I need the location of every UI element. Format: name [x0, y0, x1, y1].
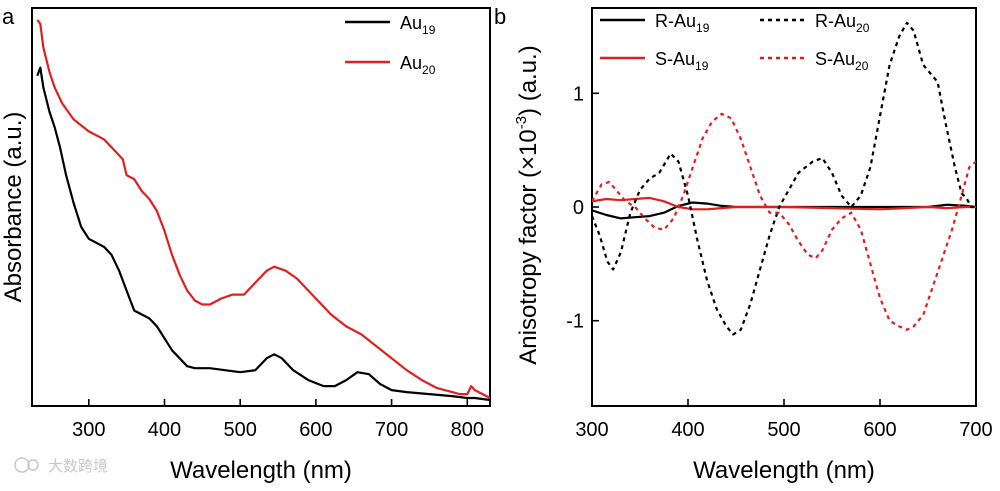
x-tick-label: 600	[299, 419, 332, 441]
watermark: 大数跨境	[14, 457, 108, 475]
legend-label: R-Au20	[815, 11, 870, 35]
series-line-s-au20	[592, 112, 976, 331]
legend-label-subscript: 19	[696, 21, 710, 35]
x-tick-label: 500	[767, 419, 800, 441]
watermark-text: 大数跨境	[48, 457, 108, 475]
legend-label: S-Au19	[655, 49, 709, 73]
panel-a-y-axis-label: Absorbance (a.u.)	[0, 112, 27, 303]
legend-label-base: R-Au	[655, 11, 696, 31]
legend-label-base: S-Au	[655, 49, 695, 69]
panel-b-y-label-suffix: ) (a.u.)	[515, 45, 542, 116]
x-tick-label: 400	[148, 419, 181, 441]
panel-b-y-label-exponent: -3	[513, 116, 530, 129]
panel-a-letter: a	[2, 4, 15, 29]
legend-label: Au19	[400, 13, 436, 37]
series-line-s-au19	[592, 196, 976, 211]
y-tick-label: 0	[573, 197, 584, 219]
panel-a-curves	[36, 19, 490, 402]
x-tick-label: 500	[223, 419, 256, 441]
panel-b-letter: b	[494, 4, 506, 29]
x-tick-label: 800	[451, 419, 484, 441]
panel-a-x-ticks: 300 400 500 600 700 800	[72, 399, 484, 441]
series-line-r-au19	[592, 201, 976, 220]
legend-label-base: Au	[400, 13, 422, 33]
legend-label-subscript: 20	[422, 63, 436, 77]
panel-b-y-label-main: Anisotropy factor (×10	[515, 129, 542, 364]
watermark-logo-icon-b	[27, 459, 39, 471]
x-tick-label: 300	[575, 419, 608, 441]
panel-b-x-axis-label: Wavelength (nm)	[693, 457, 875, 484]
legend-label-subscript: 20	[855, 59, 869, 73]
legend-label-base: S-Au	[815, 49, 855, 69]
legend-label-subscript: 19	[695, 59, 709, 73]
y-tick-label: 1	[573, 83, 584, 105]
panel-b-curves	[592, 21, 976, 336]
x-tick-label: 700	[959, 419, 992, 441]
legend-label-base: Au	[400, 53, 422, 73]
legend-label: S-Au20	[815, 49, 869, 73]
watermark-logo-icon	[14, 457, 30, 473]
legend-label-subscript: 20	[856, 21, 870, 35]
panel-a: a 300 400 500 600 700 800 Absorbance (a.u.) W…	[0, 4, 491, 484]
x-tick-label: 400	[671, 419, 704, 441]
panel-b: b 300 400 500 600 700 -1 0 1 Anisotropy factor…	[494, 4, 993, 484]
legend-label-base: R-Au	[815, 11, 856, 31]
panel-b-y-ticks: -1 0 1	[566, 83, 599, 333]
series-line-au20	[36, 19, 490, 399]
panel-b-x-ticks: 300 400 500 600 700	[575, 399, 993, 441]
panel-b-y-axis-label: Anisotropy factor (×10-3) (a.u.)	[513, 45, 542, 364]
series-line-au19	[36, 66, 490, 402]
legend-label: R-Au19	[655, 11, 710, 35]
y-tick-label: -1	[566, 311, 584, 333]
panel-a-plot-frame	[31, 7, 491, 407]
x-tick-label: 700	[375, 419, 408, 441]
legend-label: Au20	[400, 53, 436, 77]
panel-a-x-axis-label: Wavelength (nm)	[170, 457, 352, 484]
legend-label-subscript: 19	[422, 23, 436, 37]
x-tick-label: 600	[863, 419, 896, 441]
series-line-r-au20	[592, 21, 976, 336]
x-tick-label: 300	[72, 419, 105, 441]
